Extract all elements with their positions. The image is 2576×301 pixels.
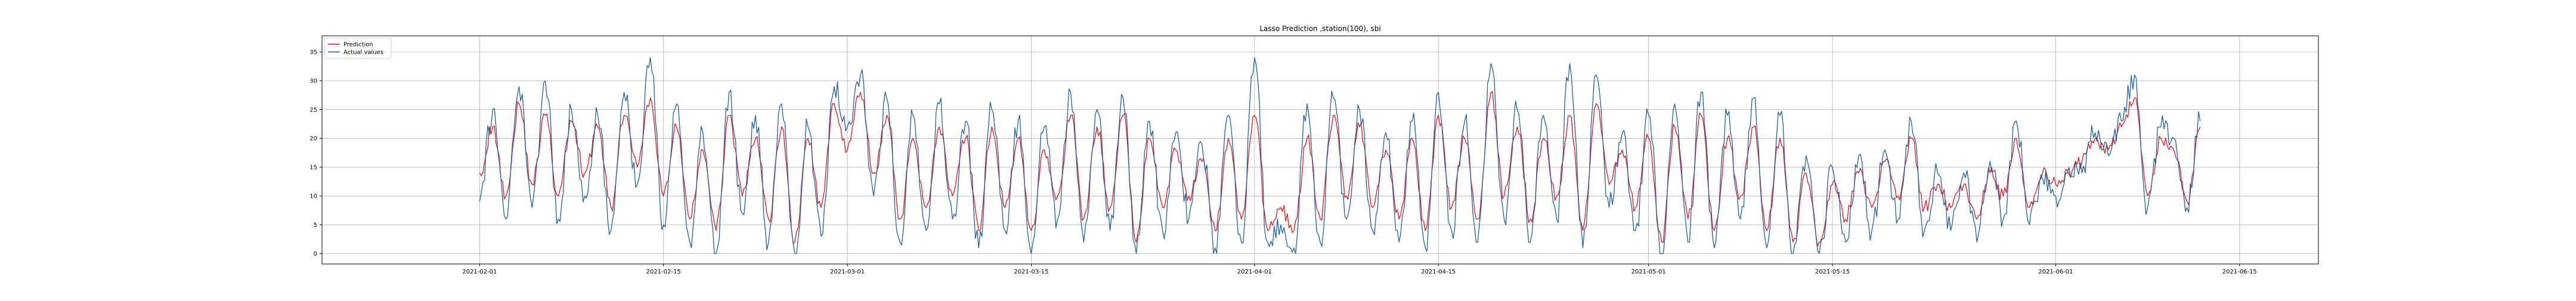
legend: Prediction Actual values (324, 38, 392, 59)
chart-title: Lasso Prediction ,station(100), sbi (1259, 24, 1380, 33)
y-tick-label: 15 (309, 164, 317, 171)
y-tick-label: 35 (309, 50, 317, 56)
x-tick-label: 2021-05-15 (1815, 269, 1850, 275)
y-tick-label: 20 (309, 136, 317, 142)
x-tick-label: 2021-03-01 (830, 269, 865, 275)
y-tick-label: 10 (309, 194, 317, 200)
y-tick-label: 25 (309, 107, 317, 113)
x-tick-label: 2021-06-15 (2222, 269, 2257, 275)
legend-label-prediction: Prediction (343, 42, 373, 48)
y-tick-label: 30 (309, 78, 317, 85)
x-tick-label: 2021-02-01 (462, 269, 497, 275)
x-axis: 2021-02-01 2021-02-15 2021-03-01 2021-03-15… (462, 264, 2257, 275)
y-tick-label: 5 (314, 222, 317, 229)
x-tick-label: 2021-02-15 (646, 269, 681, 275)
x-tick-label: 2021-05-01 (1631, 269, 1666, 275)
x-tick-label: 2021-06-01 (2038, 269, 2073, 275)
series-layer (479, 57, 2201, 254)
x-tick-label: 2021-04-01 (1237, 269, 1272, 275)
legend-label-actual-values: Actual values (343, 50, 383, 56)
plot-area-frame (321, 35, 2319, 265)
series-line-actual-values (479, 57, 2201, 254)
x-tick-label: 2021-03-15 (1014, 269, 1048, 275)
y-tick-label: 0 (314, 251, 317, 257)
x-tick-label: 2021-04-15 (1421, 269, 1456, 275)
y-axis: 0 5 10 15 20 25 30 35 (309, 50, 322, 257)
legend-box (324, 38, 392, 59)
grid-layer (322, 36, 2318, 264)
